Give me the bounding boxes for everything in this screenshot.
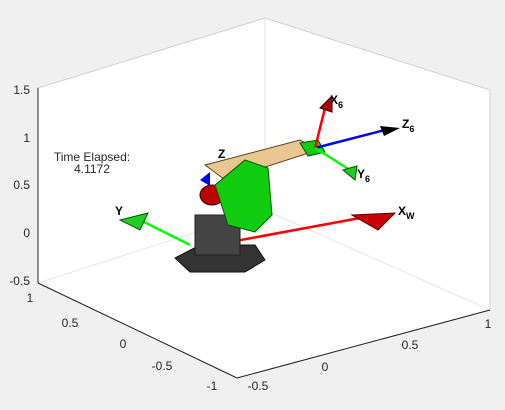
- tick-label: 1: [485, 317, 492, 331]
- world-y-arrow: [118, 212, 149, 231]
- tick-label: -0.5: [9, 274, 30, 288]
- tool-z-axis: [314, 128, 386, 150]
- tick-label: 1.5: [13, 83, 30, 97]
- annotation-title: Time Elapsed:: [54, 150, 130, 164]
- tick-label: -0.5: [152, 359, 173, 373]
- y-tick-labels: 1 0.5 0 -0.5 -1: [27, 291, 218, 393]
- frame-label: Y6: [357, 167, 370, 184]
- axis-lines: [37, 88, 491, 379]
- robot-shoulder: [214, 159, 273, 233]
- tick-label: 1: [27, 291, 34, 305]
- tick-label: 0.5: [62, 316, 79, 330]
- tick-label: -1: [207, 379, 218, 393]
- tool-x-axis: [313, 107, 327, 149]
- frame-label: Y: [115, 204, 123, 218]
- tick-label: -0.5: [248, 379, 269, 393]
- tool-y-axis: [314, 146, 351, 172]
- frame-label: Z: [218, 147, 225, 161]
- tick-label: 0: [23, 226, 30, 240]
- frame-label: Z6: [402, 117, 414, 134]
- z-tick-labels: 1.5 1 0.5 0 -0.5: [9, 83, 30, 288]
- robot-wrist: [299, 139, 326, 157]
- tool-z-arrow: [380, 126, 400, 136]
- x-tick-labels: -0.5 0 0.5 1: [248, 317, 492, 393]
- tick-label: 0: [322, 360, 329, 374]
- frame-label: XW: [398, 204, 415, 221]
- tool-x-arrow: [319, 94, 333, 113]
- frame-label: X6: [330, 93, 343, 110]
- tick-label: 1: [23, 131, 30, 145]
- annotation-value: 4.1172: [74, 162, 110, 176]
- tick-label: 0: [120, 337, 127, 351]
- tool-y-arrow: [341, 165, 358, 181]
- tick-label: 0.5: [13, 178, 30, 192]
- world-x-arrow: [350, 212, 397, 231]
- world-x-axis: [229, 216, 361, 244]
- z-marker: [200, 172, 210, 186]
- world-y-axis: [139, 218, 191, 247]
- tick-label: 0.5: [402, 338, 419, 352]
